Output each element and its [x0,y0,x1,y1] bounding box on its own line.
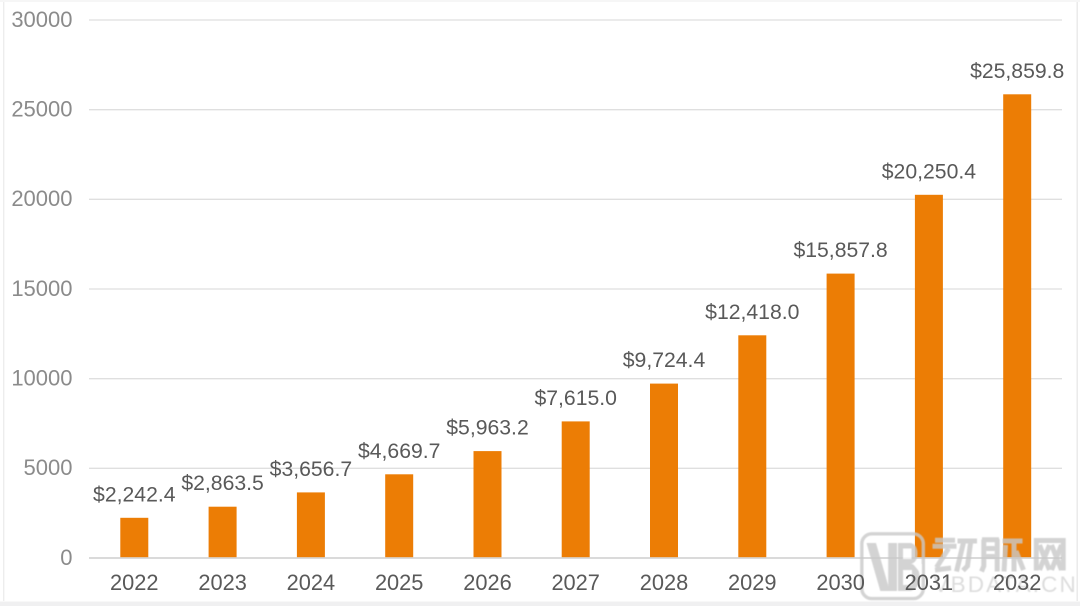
svg-text:2024: 2024 [287,570,336,595]
svg-text:$9,724.4: $9,724.4 [623,349,706,372]
svg-text:2025: 2025 [375,570,424,595]
svg-text:25000: 25000 [11,97,72,122]
svg-text:5000: 5000 [24,455,73,480]
svg-text:$3,656.7: $3,656.7 [270,458,352,481]
svg-text:2027: 2027 [551,570,600,595]
svg-text:2023: 2023 [198,570,247,595]
svg-text:2028: 2028 [640,570,689,595]
svg-text:15000: 15000 [11,276,72,301]
svg-text:2029: 2029 [728,570,777,595]
svg-text:$7,615.0: $7,615.0 [534,387,616,410]
svg-text:$15,857.8: $15,857.8 [793,239,887,262]
svg-text:2022: 2022 [110,570,159,595]
svg-text:0: 0 [60,545,72,570]
svg-text:$25,859.8: $25,859.8 [970,60,1064,83]
svg-text:$4,669.7: $4,669.7 [358,440,440,463]
svg-text:$12,418.0: $12,418.0 [705,301,799,324]
svg-text:$2,242.4: $2,242.4 [93,483,176,506]
svg-text:2032: 2032 [993,570,1042,595]
svg-text:VBDATA.CN: VBDATA.CN [934,572,1078,597]
svg-text:2031: 2031 [905,570,954,595]
svg-text:2026: 2026 [463,570,512,595]
svg-text:$2,863.5: $2,863.5 [181,472,263,495]
svg-text:20000: 20000 [11,186,72,211]
svg-text:$5,963.2: $5,963.2 [446,417,528,440]
svg-text:$20,250.4: $20,250.4 [882,160,976,183]
svg-text:30000: 30000 [11,7,72,32]
svg-text:2030: 2030 [816,570,865,595]
svg-text:10000: 10000 [11,365,72,390]
